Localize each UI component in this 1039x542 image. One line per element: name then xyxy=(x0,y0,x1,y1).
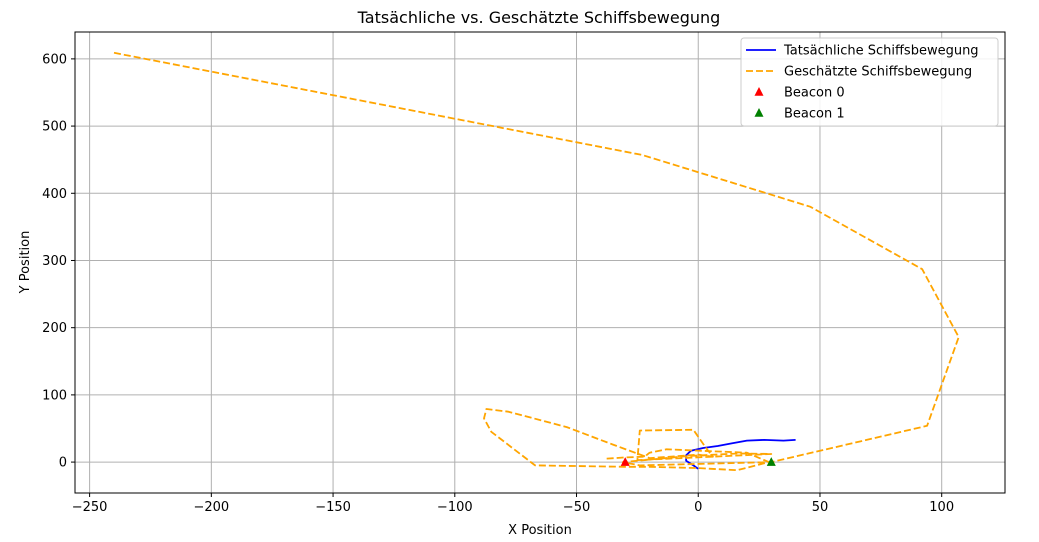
legend-label: Beacon 0 xyxy=(784,86,845,101)
y-tick-label: 600 xyxy=(42,52,67,67)
series-0 xyxy=(685,438,796,470)
legend-item: Geschätzte Schiffsbewegung xyxy=(746,65,972,80)
y-axis-label: Y Position xyxy=(18,231,33,295)
legend-box xyxy=(740,37,999,127)
legend-label: Geschätzte Schiffsbewegung xyxy=(784,65,972,80)
series-2 xyxy=(620,457,630,466)
y-tick-label: 200 xyxy=(42,321,67,336)
x-tick-label: −150 xyxy=(315,500,351,515)
legend-item: Beacon 0 xyxy=(754,86,845,101)
legend-item: Tatsächliche Schiffsbewegung xyxy=(746,44,979,59)
beacon-marker xyxy=(766,457,776,466)
x-tick-label: 50 xyxy=(812,500,829,515)
beacon-marker xyxy=(620,457,630,466)
x-tick-label: 100 xyxy=(929,500,954,515)
x-axis-label: X Position xyxy=(508,523,572,538)
y-tick-label: 500 xyxy=(42,120,67,135)
y-tick-label: 300 xyxy=(42,254,67,269)
x-axis: −250 −200 −150 −100 −50 0 50 100 xyxy=(72,493,954,515)
legend-label: Tatsächliche Schiffsbewegung xyxy=(783,44,979,59)
y-axis: 0 100 200 300 400 500 600 xyxy=(42,52,75,471)
x-tick-label: 0 xyxy=(694,500,702,515)
x-tick-label: −100 xyxy=(437,500,473,515)
plot-frame xyxy=(74,31,1006,494)
x-tick-label: −200 xyxy=(193,500,229,515)
legend-swatch xyxy=(754,108,764,117)
x-tick-label: −50 xyxy=(563,500,590,515)
series-3 xyxy=(766,457,776,466)
legend-swatch xyxy=(754,87,764,96)
y-tick-label: 0 xyxy=(59,456,67,471)
series-layer xyxy=(113,51,960,472)
legend-item: Beacon 1 xyxy=(754,107,845,122)
legend: Tatsächliche Schiffsbewegung Geschätzte S… xyxy=(740,37,999,127)
y-tick-label: 100 xyxy=(42,388,67,403)
legend-label: Beacon 1 xyxy=(784,107,845,122)
series-line xyxy=(685,438,796,470)
chart-title: Tatsächliche vs. Geschätzte Schiffsbeweg… xyxy=(357,8,721,27)
y-tick-label: 400 xyxy=(42,187,67,202)
x-tick-label: −250 xyxy=(72,500,108,515)
